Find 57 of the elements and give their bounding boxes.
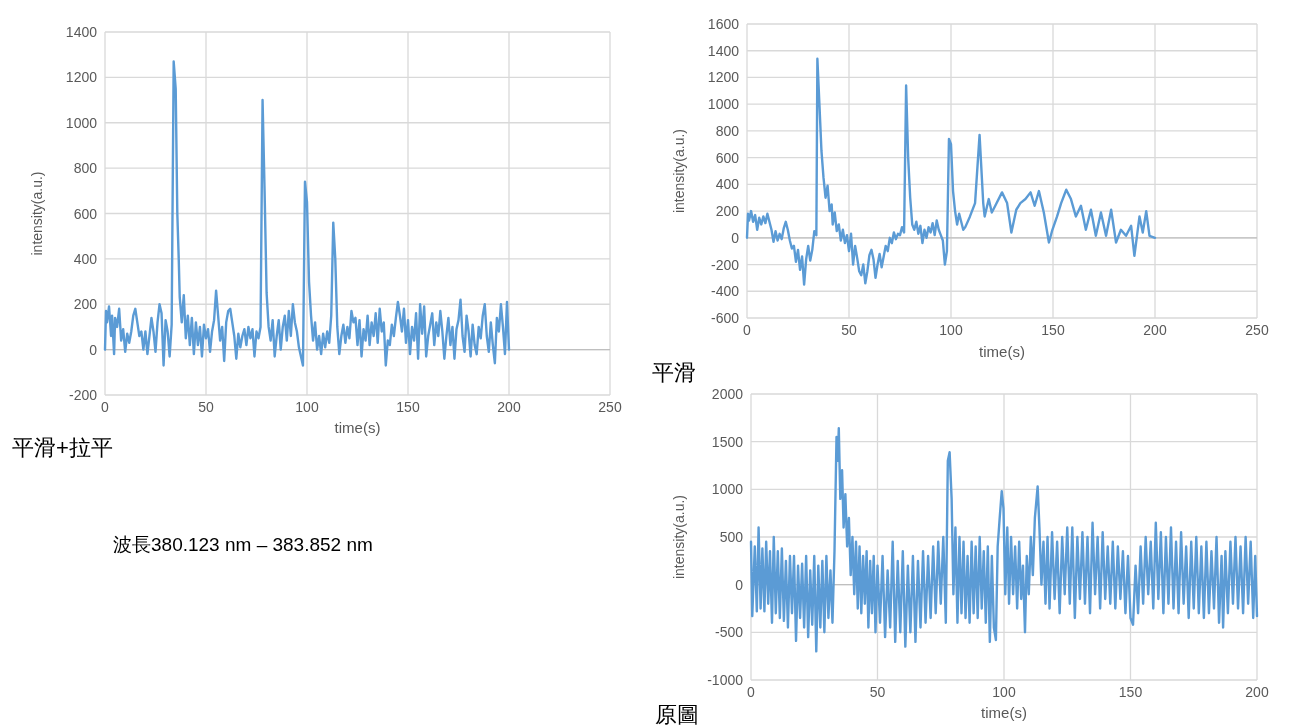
line-series (749, 427, 1259, 653)
y-tick-label: 2000 (711, 386, 744, 402)
y-tick-label: 600 (715, 149, 740, 166)
x-tick-label: 200 (497, 399, 521, 415)
y-tick-label: 1000 (65, 114, 98, 131)
x-tick-label: 150 (1118, 684, 1143, 700)
text: 原圖 (655, 702, 699, 727)
x-tick-label: 50 (198, 399, 214, 415)
y-tick-label: 800 (73, 160, 98, 177)
y-tick-label: 1400 (65, 24, 98, 40)
x-axis-title: time(s) (979, 343, 1025, 360)
line-series (103, 60, 511, 367)
x-tick-label: 150 (1041, 322, 1065, 338)
x-tick-label: 50 (869, 684, 886, 700)
y-axis-title: intensity(a.u.) (29, 171, 45, 256)
y-tick-label: 0 (731, 229, 740, 246)
y-tick-label: 200 (715, 203, 740, 220)
x-tick-label: 100 (992, 684, 1016, 700)
x-tick-label: 250 (1245, 322, 1269, 338)
y-tick-label: 400 (715, 176, 740, 193)
text: 波長380.123 nm – 383.852 nm (113, 534, 373, 555)
y-tick-label: 1400 (707, 42, 740, 59)
y-tick-label: 600 (73, 205, 98, 222)
x-tick-label: 250 (598, 399, 622, 415)
y-tick-label: 500 (719, 529, 744, 545)
y-tick-label: -200 (710, 256, 740, 273)
x-axis-title: time(s) (981, 704, 1027, 721)
y-tick-label: 1200 (707, 69, 740, 86)
x-tick-label: 0 (747, 684, 756, 700)
x-tick-label: 200 (1143, 322, 1167, 338)
x-tick-label: 50 (841, 322, 857, 338)
y-tick-label: -1000 (707, 672, 744, 688)
text: 平滑 (652, 360, 696, 385)
y-tick-label: 0 (89, 341, 98, 358)
x-tick-label: 200 (1245, 684, 1269, 700)
y-tick-label: -200 (68, 387, 98, 403)
y-tick-label: 1000 (711, 481, 744, 498)
y-tick-label: 400 (73, 250, 98, 267)
x-tick-label: 100 (939, 322, 963, 338)
y-tick-label: -500 (714, 624, 744, 641)
y-tick-label: 200 (73, 296, 98, 313)
y-tick-label: -400 (710, 283, 740, 300)
x-tick-label: 0 (101, 399, 110, 415)
y-tick-label: 1500 (711, 433, 744, 450)
line-series (745, 57, 1157, 286)
y-axis-title: intensity(a.u.) (671, 494, 687, 580)
y-tick-label: 1600 (707, 16, 740, 32)
y-tick-label: 800 (715, 122, 740, 139)
y-tick-label: -600 (710, 310, 740, 326)
y-tick-label: 1000 (707, 96, 740, 113)
y-tick-label: 0 (735, 576, 744, 593)
y-tick-label: 1200 (65, 69, 98, 86)
text: 平滑+拉平 (12, 435, 113, 460)
x-tick-label: 150 (396, 399, 420, 415)
x-tick-label: 100 (295, 399, 319, 415)
x-axis-title: time(s) (334, 419, 381, 436)
y-axis-title: intensity(a.u.) (671, 128, 687, 214)
